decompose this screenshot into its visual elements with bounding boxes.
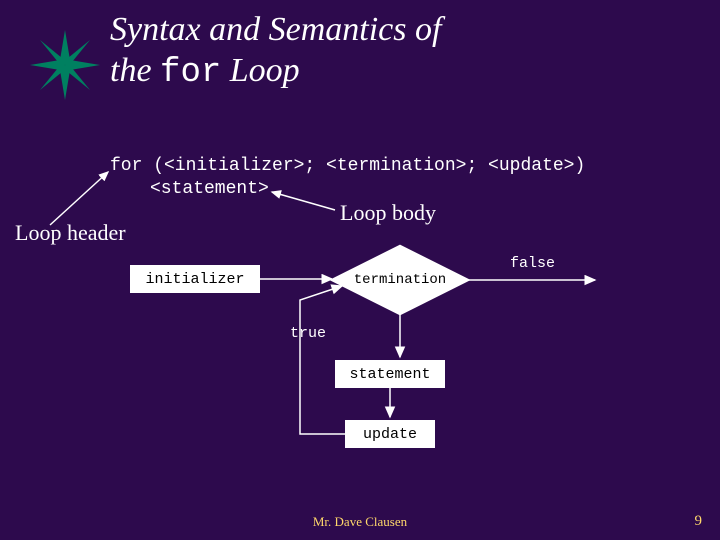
flowchart: initializer termination true false state… (0, 250, 720, 500)
footer-author: Mr. Dave Clausen (0, 514, 720, 530)
page-number: 9 (695, 513, 703, 530)
flow-arrows (0, 250, 720, 500)
